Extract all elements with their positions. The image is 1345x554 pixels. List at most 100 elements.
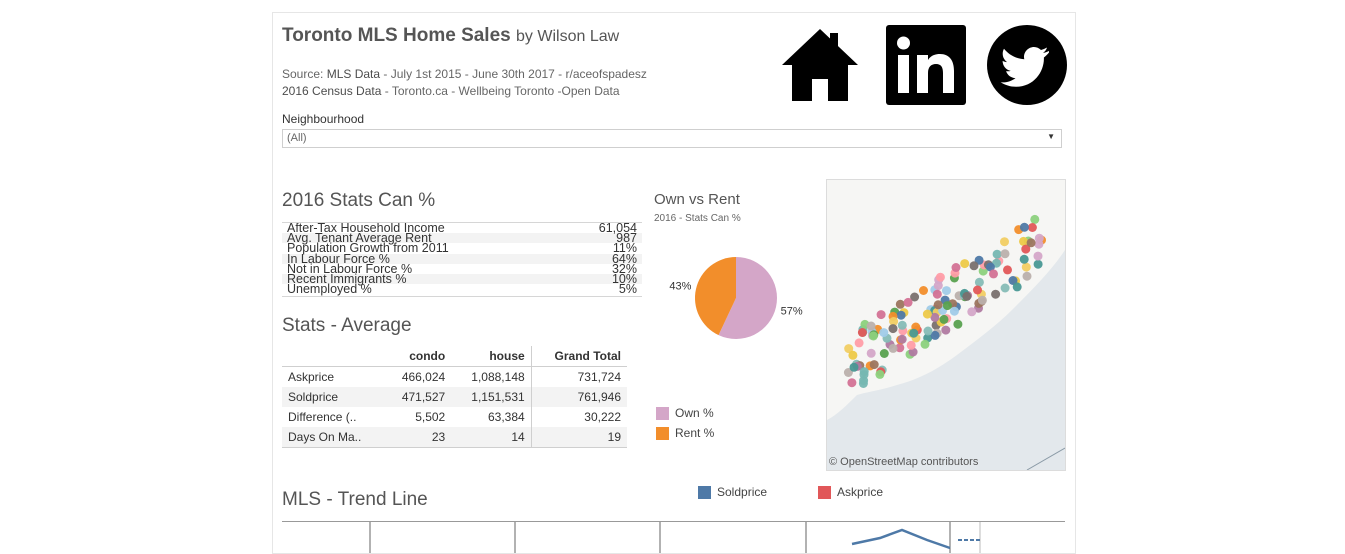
neighbourhood-marker[interactable] — [1000, 237, 1009, 247]
neighbourhood-marker[interactable] — [1034, 233, 1044, 243]
neighbourhood-map[interactable]: © OpenStreetMap contributors — [826, 179, 1066, 471]
neighbourhood-marker[interactable] — [869, 360, 879, 370]
neighbourhood-marker[interactable] — [1021, 244, 1031, 254]
neighbourhood-marker[interactable] — [941, 325, 951, 335]
dropdown-arrow-icon[interactable]: ▼ — [1047, 132, 1055, 141]
neighbourhood-marker[interactable] — [933, 300, 943, 310]
neighbourhood-marker[interactable] — [973, 285, 982, 295]
neighbourhood-marker[interactable] — [1019, 222, 1029, 232]
neighbourhood-marker[interactable] — [989, 269, 998, 279]
neighbourhood-marker[interactable] — [897, 334, 907, 344]
legend-item-rent[interactable]: Rent % — [656, 426, 714, 440]
census-data-link[interactable]: 2016 Census Data — [282, 84, 382, 98]
neighbourhood-dropdown[interactable]: (All) ▼ — [282, 129, 1062, 148]
neighbourhood-marker[interactable] — [889, 317, 899, 326]
neighbourhood-marker[interactable] — [868, 331, 878, 341]
neighbourhood-marker[interactable] — [896, 310, 906, 320]
neighbourhood-marker[interactable] — [967, 307, 977, 317]
neighbourhood-marker[interactable] — [1026, 238, 1036, 248]
home-icon[interactable] — [780, 25, 860, 105]
neighbourhood-marker[interactable] — [1021, 262, 1031, 272]
neighbourhood-marker[interactable] — [906, 340, 916, 350]
neighbourhood-marker[interactable] — [985, 262, 995, 272]
neighbourhood-marker[interactable] — [1008, 276, 1018, 285]
neighbourhood-marker[interactable] — [847, 378, 857, 388]
neighbourhood-marker[interactable] — [895, 343, 905, 353]
census-row-value: 32% — [611, 261, 637, 276]
cell-grand-total: 30,222 — [530, 407, 627, 427]
neighbourhood-marker[interactable] — [930, 312, 940, 322]
neighbourhood-marker[interactable] — [969, 261, 979, 271]
neighbourhood-marker[interactable] — [1012, 282, 1022, 292]
neighbourhood-marker[interactable] — [949, 306, 959, 316]
census-row-label: Not in Labour Force % — [287, 261, 413, 276]
neighbourhood-marker[interactable] — [848, 350, 858, 360]
census-row: After-Tax Household Income 61,054 — [282, 223, 642, 234]
neighbourhood-marker[interactable] — [939, 314, 949, 324]
column-header-condo[interactable]: condo — [409, 349, 446, 363]
legend-item-own[interactable]: Own % — [656, 406, 714, 420]
neighbourhood-marker[interactable] — [854, 338, 864, 348]
mls-data-link[interactable]: MLS Data — [326, 67, 381, 81]
neighbourhood-marker[interactable] — [920, 339, 930, 349]
column-header-house[interactable]: house — [489, 349, 525, 363]
neighbourhood-marker[interactable] — [960, 259, 970, 269]
neighbourhood-marker[interactable] — [951, 263, 961, 272]
neighbourhood-marker[interactable] — [888, 343, 898, 353]
column-header-grand-total[interactable]: Grand Total — [530, 346, 627, 367]
neighbourhood-marker[interactable] — [849, 362, 859, 372]
neighbourhood-marker[interactable] — [977, 295, 987, 305]
neighbourhood-marker[interactable] — [1022, 271, 1032, 281]
neighbourhood-marker[interactable] — [895, 299, 905, 309]
neighbourhood-marker[interactable] — [935, 272, 945, 282]
linkedin-icon[interactable] — [886, 25, 966, 105]
neighbourhood-marker[interactable] — [1000, 283, 1010, 293]
neighbourhood-marker[interactable] — [1019, 236, 1028, 246]
neighbourhood-marker[interactable] — [991, 289, 1001, 299]
averages-title: Stats - Average — [282, 315, 412, 336]
neighbourhood-marker[interactable] — [879, 328, 889, 338]
neighbourhood-marker[interactable] — [844, 344, 854, 354]
neighbourhood-marker[interactable] — [923, 326, 933, 336]
neighbourhood-marker[interactable] — [866, 348, 876, 358]
twitter-icon[interactable] — [987, 25, 1067, 105]
neighbourhood-selected-value: (All) — [287, 132, 307, 144]
neighbourhood-marker[interactable] — [953, 319, 963, 329]
neighbourhood-marker[interactable] — [992, 249, 1002, 259]
neighbourhood-marker[interactable] — [962, 291, 972, 301]
neighbourhood-marker[interactable] — [974, 277, 984, 287]
census-row-value: 10% — [611, 271, 637, 286]
neighbourhood-marker[interactable] — [932, 289, 942, 299]
neighbourhood-marker[interactable] — [903, 297, 913, 307]
cell-house: 14 — [451, 427, 532, 448]
neighbourhood-marker[interactable] — [1003, 265, 1012, 275]
neighbourhood-marker[interactable] — [888, 324, 898, 334]
pie-slice-rent[interactable] — [695, 257, 736, 336]
map-canvas[interactable] — [827, 180, 1065, 470]
neighbourhood-marker[interactable] — [857, 328, 867, 337]
neighbourhood-marker[interactable] — [930, 330, 940, 340]
legend-item-askprice[interactable]: Askprice — [818, 485, 883, 499]
neighbourhood-marker[interactable] — [1033, 259, 1043, 269]
neighbourhood-marker[interactable] — [875, 369, 885, 379]
neighbourhood-marker[interactable] — [942, 286, 951, 296]
pie-slice-own[interactable] — [718, 257, 777, 339]
neighbourhood-marker[interactable] — [909, 328, 919, 338]
census-row-label: Unemployed % — [287, 282, 372, 297]
neighbourhood-marker[interactable] — [897, 320, 907, 330]
neighbourhood-marker[interactable] — [1000, 249, 1010, 259]
neighbourhood-marker[interactable] — [919, 286, 928, 295]
neighbourhood-marker[interactable] — [859, 367, 869, 377]
neighbourhood-marker[interactable] — [1033, 251, 1043, 261]
neighbourhood-marker[interactable] — [922, 309, 932, 319]
neighbourhood-marker[interactable] — [942, 301, 952, 311]
neighbourhood-marker[interactable] — [910, 292, 920, 302]
neighbourhood-marker[interactable] — [879, 349, 889, 358]
row-label: Difference (.. — [288, 410, 357, 424]
legend-item-soldprice[interactable]: Soldprice — [698, 485, 767, 499]
neighbourhood-marker[interactable] — [866, 321, 876, 331]
neighbourhood-marker[interactable] — [1030, 214, 1040, 224]
neighbourhood-marker[interactable] — [1027, 223, 1037, 232]
neighbourhood-marker[interactable] — [1019, 254, 1029, 264]
neighbourhood-marker[interactable] — [876, 310, 886, 320]
